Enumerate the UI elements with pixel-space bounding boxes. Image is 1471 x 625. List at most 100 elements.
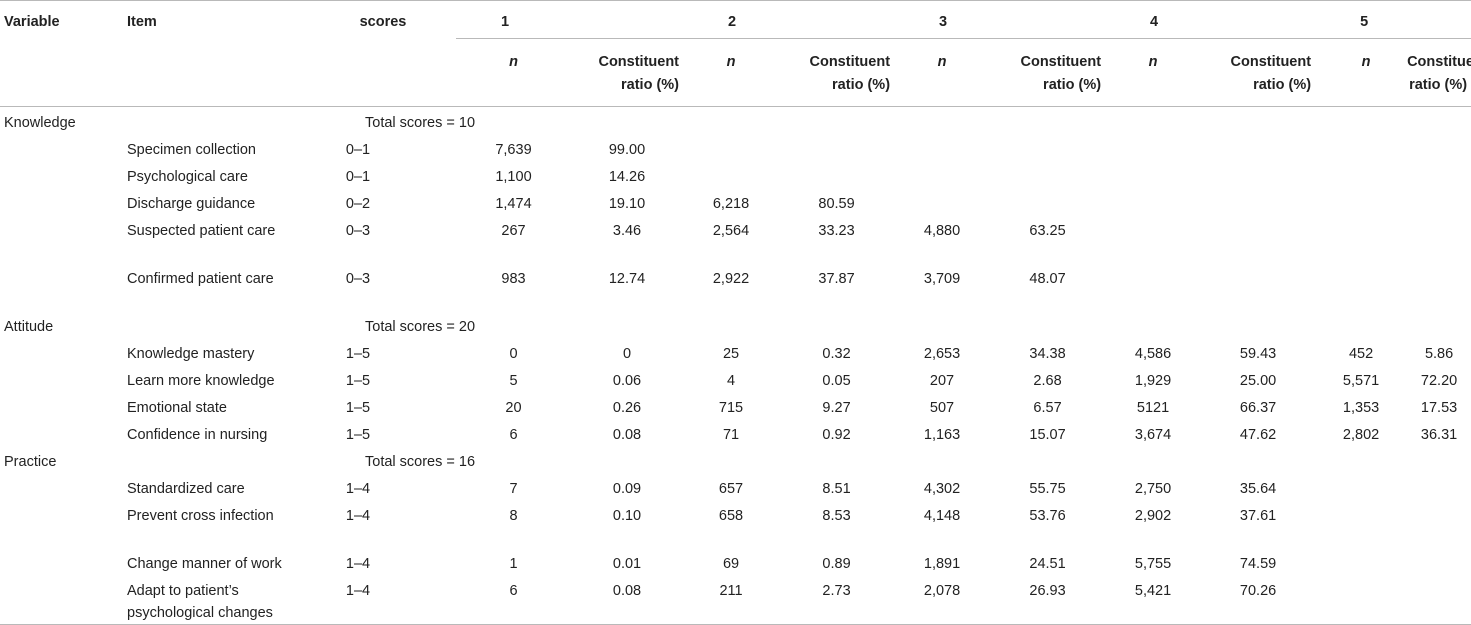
n-value: 6 [509,427,518,443]
n-value [1105,263,1201,311]
section-total-scores: Total scores = 10 [365,115,476,131]
empty-cell [0,263,127,311]
ratio-value [990,161,1105,188]
score-range: 0–3 [345,271,371,287]
ratio-value: 26.93 [990,575,1106,625]
ratio-value: 33.23 [818,223,855,239]
empty-cell [0,188,127,215]
ratio-value: 0.32 [822,346,851,362]
empty-cell [683,311,1471,338]
ratio-value [1407,134,1471,161]
n-value [1315,263,1407,311]
n-value: 4,148 [923,508,961,524]
item-label: Psychological care [127,169,248,185]
empty-cell [0,473,127,500]
n-value: 658 [718,508,744,524]
header-group-2: 2 [683,0,895,39]
score-range: 1–5 [345,400,371,416]
n-value [1105,188,1201,215]
ratio-value: 0.09 [612,481,642,497]
ratio-value [1407,161,1471,188]
score-range: 1–5 [345,427,371,443]
ratio-value [1201,134,1315,161]
n-value: 4,880 [923,223,961,239]
ratio-value: 63.25 [1029,223,1066,239]
ratio-value: 19.10 [608,196,646,212]
item-label: Prevent cross infection [127,508,274,524]
section-row: Attitude Total scores = 20 [0,311,1471,338]
n-value: 207 [929,373,955,389]
ratio-value: 25.00 [1239,373,1277,389]
ratio-value: 34.38 [1029,346,1066,362]
item-label: Confidence in nursing [127,427,268,443]
empty-cell [127,446,310,473]
n-value: 2,802 [1342,427,1380,443]
header-n-5: n [1315,38,1408,107]
empty-cell [0,365,127,392]
n-value: 7,639 [495,142,532,158]
item-label: Adapt to patient’s psychological changes [127,575,310,625]
item-label: Specimen collection [127,142,256,158]
table-row: Specimen collection 0–1 7,639 99.00 [0,134,1471,161]
n-value: 71 [722,427,740,443]
empty-cell [0,575,127,625]
ratio-value: 8.53 [822,508,851,524]
n-value: 1,891 [923,556,961,572]
empty-cell [127,107,310,135]
header-n-3: n [894,38,991,107]
n-value [1315,500,1407,548]
n-value: 1 [509,556,518,572]
n-value [1315,473,1407,500]
score-range: 0–2 [345,196,371,212]
score-range: 0–1 [345,142,371,158]
ratio-value: 3.46 [612,223,642,239]
item-label: Confirmed patient care [127,271,274,287]
n-value: 3,674 [1134,427,1172,443]
score-range: 1–4 [345,481,371,497]
n-value: 7 [509,481,518,497]
ratio-value [990,134,1105,161]
section-row: Knowledge Total scores = 10 [0,107,1471,135]
ratio-value: 59.43 [1239,346,1277,362]
n-value [683,134,779,161]
ratio-value: 72.20 [1420,373,1458,389]
ratio-value: 15.07 [1029,427,1066,443]
n-value: 5,755 [1134,556,1172,572]
header-n-4: n [1105,38,1202,107]
empty-cell [683,107,1471,135]
n-value: 1,929 [1134,373,1172,389]
table-row: Discharge guidance 0–2 1,474 19.10 6,218 80.5… [0,188,1471,215]
n-value [1315,188,1407,215]
n-value: 2,653 [923,346,961,362]
header-row-groups: Variable Item scores 1 2 3 4 5 [0,0,1471,107]
n-value [894,188,990,215]
ratio-value [1201,161,1315,188]
ratio-value: 55.75 [1029,481,1066,497]
n-value: 211 [683,575,780,625]
n-value: 715 [718,400,744,416]
ratio-value [1407,263,1471,311]
table-row: Learn more knowledge 1–5 5 0.06 4 0.05 207 2.68… [0,365,1471,392]
ratio-value: 70.26 [1201,575,1316,625]
n-value: 20 [505,400,522,416]
n-value: 4 [726,373,736,389]
n-value [1105,134,1201,161]
n-value [1315,134,1407,161]
ratio-value: 2.68 [1033,373,1062,389]
empty-cell [0,419,127,446]
table-row: Standardized care 1–4 7 0.09 657 8.51 4,302 55.… [0,473,1471,500]
n-value [1105,215,1201,263]
n-value: 5 [509,373,518,389]
n-value: 1,100 [495,169,532,185]
ratio-value: 0.01 [612,556,642,572]
ratio-value: 36.31 [1420,427,1458,443]
n-value: 1,353 [1342,400,1380,416]
empty-cell [0,134,127,161]
n-value: 25 [722,346,740,362]
item-label: Knowledge mastery [127,346,255,362]
n-value [1315,548,1407,575]
n-value: 69 [722,556,740,572]
table-row: Confidence in nursing 1–5 6 0.08 71 0.92 1,163… [0,419,1471,446]
header-scores: scores [310,0,456,107]
n-value: 4,586 [1134,346,1172,362]
